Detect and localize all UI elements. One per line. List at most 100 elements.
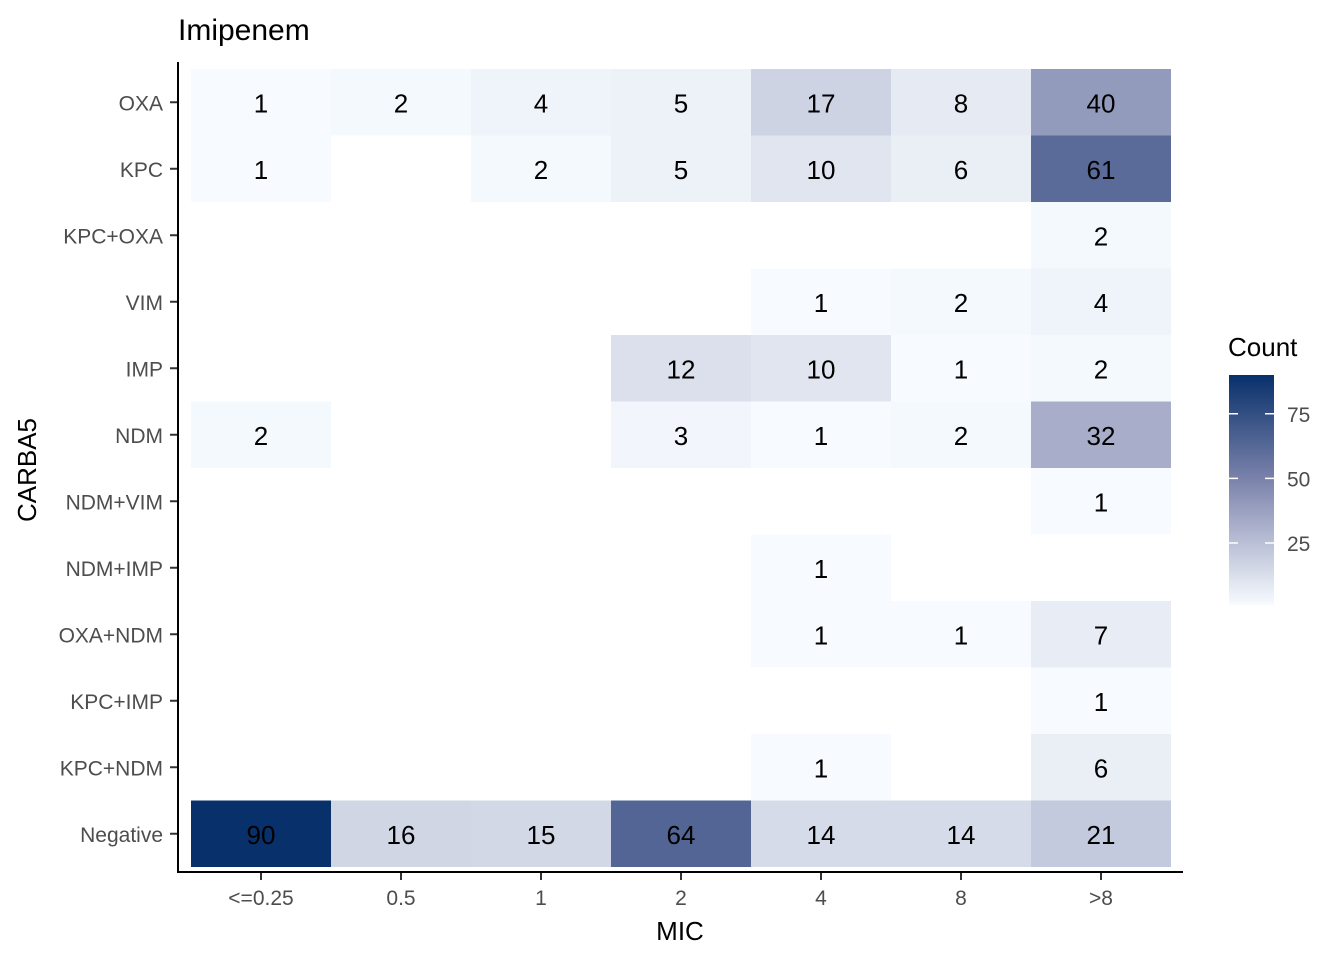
- heatmap-cell: [751, 335, 891, 402]
- cell-value-label: 2: [394, 88, 408, 118]
- x-axis-title: MIC: [656, 916, 704, 946]
- heatmap-cell: [1031, 468, 1171, 535]
- heatmap-cell: [1031, 135, 1171, 202]
- y-tick-label: NDM+VIM: [66, 491, 163, 514]
- y-tick-label: KPC+IMP: [70, 691, 163, 714]
- heatmap-cell: [751, 69, 891, 136]
- cell-value-label: 5: [674, 155, 688, 185]
- heatmap-cells: [191, 69, 1171, 867]
- cell-value-label: 7: [1094, 620, 1108, 650]
- heatmap-cell: [191, 401, 331, 468]
- heatmap-cell: [751, 800, 891, 867]
- heatmap-cell: [1031, 335, 1171, 402]
- cell-value-label: 64: [667, 820, 696, 850]
- cell-value-label: 40: [1087, 88, 1116, 118]
- cell-value-label: 4: [534, 88, 548, 118]
- y-axis-title: CARBA5: [12, 418, 42, 522]
- cell-value-label: 2: [1094, 354, 1108, 384]
- cell-value-label: 1: [254, 88, 268, 118]
- y-tick-label: NDM: [115, 425, 163, 448]
- y-tick-label: IMP: [126, 358, 163, 381]
- x-tick-label: >8: [1089, 887, 1113, 910]
- cell-value-label: 1: [254, 155, 268, 185]
- heatmap-cell: [1031, 202, 1171, 269]
- legend-ticks: 25 50 75: [1229, 404, 1310, 556]
- cell-value-label: 21: [1087, 820, 1116, 850]
- heatmap-cell: [1031, 268, 1171, 335]
- legend-colorbar: [1229, 375, 1274, 605]
- y-tick-label: KPC+NDM: [60, 757, 163, 780]
- cell-value-label: 12: [667, 354, 696, 384]
- heatmap-cell: [751, 534, 891, 601]
- y-tick-label: KPC: [120, 159, 163, 182]
- heatmap-cell: [1031, 69, 1171, 136]
- cell-value-label: 17: [807, 88, 836, 118]
- y-tick-label: OXA+NDM: [59, 624, 163, 647]
- cell-value-label: 8: [954, 88, 968, 118]
- cell-value-label: 3: [674, 421, 688, 451]
- heatmap-cell: [611, 335, 751, 402]
- heatmap-cell: [891, 268, 1031, 335]
- cell-value-label: 1: [814, 288, 828, 318]
- heatmap-cell: [751, 734, 891, 801]
- x-tick-label: 2: [675, 887, 687, 910]
- heatmap-cell: [191, 135, 331, 202]
- cell-value-label: 14: [947, 820, 976, 850]
- cell-value-label: 90: [247, 820, 276, 850]
- y-tick-label: Negative: [80, 824, 163, 847]
- cell-value-label: 1: [1094, 687, 1108, 717]
- cell-value-label: 1: [1094, 487, 1108, 517]
- cell-value-label: 16: [387, 820, 416, 850]
- heatmap-cell: [1031, 734, 1171, 801]
- heatmap-cell: [891, 601, 1031, 668]
- cell-value-label: 2: [954, 421, 968, 451]
- legend-tick-label: 75: [1287, 404, 1310, 427]
- heatmap-cell: [1031, 800, 1171, 867]
- cell-value-label: 1: [814, 554, 828, 584]
- y-axis-ticks: OXA KPC KPC+OXA VIM IMP NDM NDM+VIM NDM+IMP OXA+…: [59, 92, 178, 847]
- cell-value-label: 61: [1087, 155, 1116, 185]
- heatmap-cell: [471, 135, 611, 202]
- heatmap-cell: [611, 135, 751, 202]
- cell-value-label: 15: [527, 820, 556, 850]
- heatmap-cell: [191, 800, 331, 867]
- x-tick-label: 8: [955, 887, 967, 910]
- cell-value-label: 4: [1094, 288, 1108, 318]
- cell-value-label: 1: [814, 421, 828, 451]
- y-tick-label: OXA: [119, 92, 163, 115]
- cell-value-label: 1: [814, 620, 828, 650]
- heatmap-cell: [1031, 401, 1171, 468]
- heatmap-cell: [751, 601, 891, 668]
- heatmap-cell: [751, 135, 891, 202]
- heatmap-cell: [1031, 667, 1171, 734]
- y-tick-label: KPC+OXA: [63, 225, 163, 248]
- heatmap-cell: [891, 69, 1031, 136]
- cell-value-label: 32: [1087, 421, 1116, 451]
- heatmap-cell: [471, 69, 611, 136]
- x-tick-label: 0.5: [386, 887, 415, 910]
- heatmap-cell: [891, 335, 1031, 402]
- heatmap-cell: [191, 69, 331, 136]
- heatmap-cell: [611, 401, 751, 468]
- cell-value-label: 2: [954, 288, 968, 318]
- y-tick-label: VIM: [126, 292, 163, 315]
- x-tick-label: 4: [815, 887, 827, 910]
- heatmap-cell: [331, 800, 471, 867]
- heatmap-cell: [751, 268, 891, 335]
- cell-value-label: 6: [1094, 753, 1108, 783]
- heatmap-cell: [891, 401, 1031, 468]
- cell-value-label: 14: [807, 820, 836, 850]
- x-axis-ticks: <=0.25 0.5 1 2 4 8 >8: [228, 872, 1113, 910]
- heatmap-cell: [611, 69, 751, 136]
- x-tick-label: 1: [535, 887, 547, 910]
- legend-title: Count: [1228, 332, 1298, 362]
- heatmap-cell: [611, 800, 751, 867]
- legend: Count 25 50 75: [1228, 332, 1310, 605]
- cell-value-label: 10: [807, 354, 836, 384]
- heatmap-cell: [891, 135, 1031, 202]
- cell-value-label: 1: [814, 753, 828, 783]
- heatmap-cell: [1031, 601, 1171, 668]
- cell-value-label: 6: [954, 155, 968, 185]
